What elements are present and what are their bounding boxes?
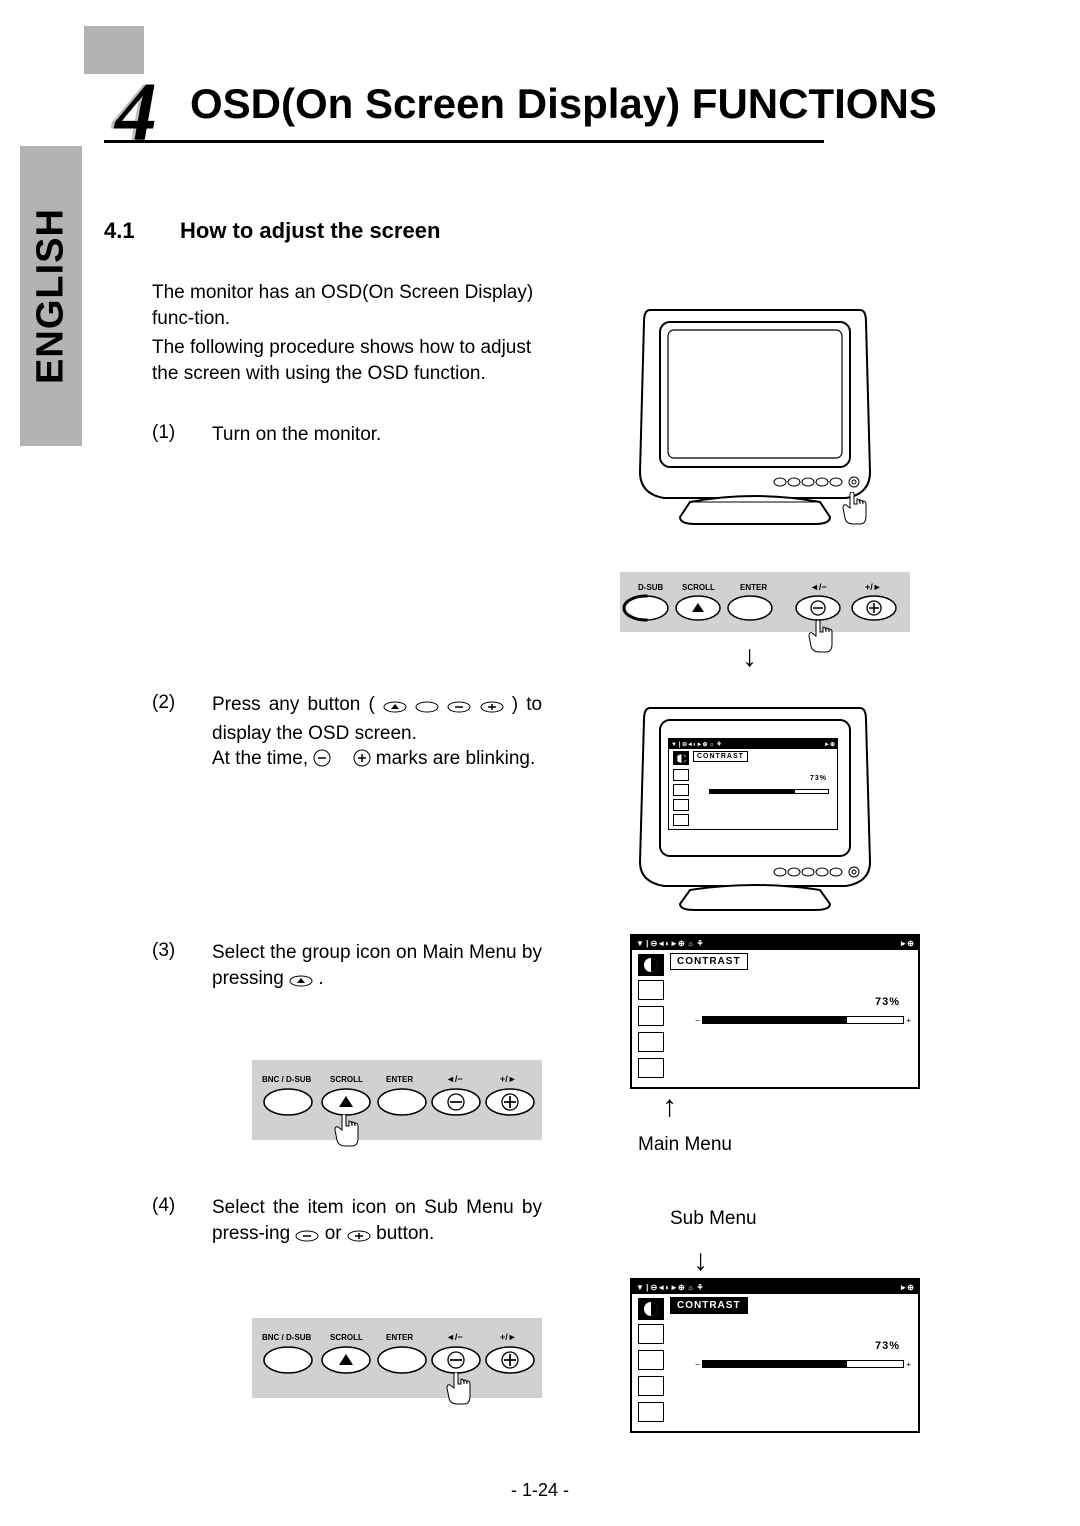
osd-percent: 73% [810, 775, 827, 782]
svg-text:SCROLL: SCROLL [330, 1333, 363, 1342]
intro-paragraph-2: The following procedure shows how to adj… [152, 335, 542, 386]
section-title: How to adjust the screen [180, 218, 440, 244]
svg-text:+/►: +/► [500, 1332, 517, 1342]
osd-label: CONTRAST [693, 751, 748, 762]
intro-paragraph-1: The monitor has an OSD(On Screen Display… [152, 280, 542, 331]
svg-text:SCROLL: SCROLL [682, 583, 715, 592]
svg-text:BNC / D-SUB: BNC / D-SUB [262, 1075, 312, 1084]
osd-top-right: ►⊕ [824, 741, 835, 748]
plus-button-icon [480, 695, 504, 721]
scroll-button-icon [383, 695, 407, 721]
language-label: ENGLISH [30, 208, 73, 384]
osd-slider: −+ [702, 1016, 904, 1024]
button-row-panel-1: D-SUB SCROLL ENTER ◄/− +/► [620, 572, 910, 632]
osd-percent: 73% [875, 1340, 900, 1352]
up-arrow-icon: ↑ [662, 1090, 677, 1124]
minus-button-icon [295, 1224, 319, 1250]
hand-pointer-icon [332, 1114, 360, 1148]
step-1-text: Turn on the monitor. [212, 422, 542, 448]
svg-text:SCROLL: SCROLL [330, 1075, 363, 1084]
chapter-title: OSD(On Screen Display) FUNCTIONS [190, 80, 937, 128]
step-4-text: Select the item icon on Sub Menu by pres… [212, 1195, 542, 1249]
contrast-icon [638, 1298, 664, 1320]
osd-percent: 73% [875, 996, 900, 1008]
osd-label: CONTRAST [670, 1297, 748, 1314]
step-4-c: button. [376, 1223, 434, 1244]
step-2-d: marks are blinking. [376, 748, 535, 769]
down-arrow-icon: ↓ [742, 640, 757, 674]
hand-pointer-icon [444, 1372, 472, 1406]
section-number: 4.1 [104, 218, 135, 244]
osd-top-left: ▼ | ⊖◄◐►⊕ ☼ ⚘ [671, 741, 722, 748]
plus-button-icon [347, 1224, 371, 1250]
osd-top-left: ▼ | ⊖◄◐►⊕ ☼ ⚘ [636, 939, 704, 948]
hand-pointer-icon [840, 492, 868, 531]
osd-panel-sub-menu: ▼ | ⊖◄◐►⊕ ☼ ⚘ ►⊕ CONTRAST 73% −+ [630, 1278, 920, 1433]
step-4-b: or [325, 1223, 347, 1244]
osd-label: CONTRAST [670, 953, 748, 970]
chapter-rule [104, 140, 824, 143]
svg-text:BNC / D-SUB: BNC / D-SUB [262, 1333, 312, 1342]
svg-text:◄/−: ◄/− [810, 582, 827, 592]
page-number: - 1-24 - [0, 1480, 1080, 1501]
svg-text:ENTER: ENTER [386, 1075, 413, 1084]
step-3-text: Select the group icon on Main Menu by pr… [212, 940, 542, 994]
osd-slider [709, 789, 829, 794]
osd-side-icons [638, 1324, 664, 1422]
plus-circle-icon [353, 749, 371, 775]
minus-button-icon [447, 695, 471, 721]
svg-text:ENTER: ENTER [740, 583, 767, 592]
step-3-b: . [318, 968, 323, 989]
osd-slider: −+ [702, 1360, 904, 1368]
step-2-a: Press any button ( [212, 694, 383, 715]
monitor-illustration-2: ▼ | ⊖◄◐►⊕ ☼ ⚘ ►⊕ CONTRAST 73% [630, 702, 880, 930]
sub-menu-caption: Sub Menu [670, 1208, 757, 1230]
contrast-icon [673, 751, 689, 765]
svg-text:◄/−: ◄/− [446, 1074, 463, 1084]
osd-panel-small: ▼ | ⊖◄◐►⊕ ☼ ⚘ ►⊕ CONTRAST 73% [668, 738, 838, 830]
down-arrow-icon: ↓ [693, 1244, 708, 1278]
step-1-number: (1) [152, 422, 175, 444]
chapter-number: 4 [115, 64, 157, 161]
svg-text:ENTER: ENTER [386, 1333, 413, 1342]
dsub-label: D-SUB [638, 583, 664, 592]
osd-top-right: ►⊕ [899, 939, 914, 948]
step-4-number: (4) [152, 1195, 175, 1217]
svg-text:◄/−: ◄/− [446, 1332, 463, 1342]
osd-side-icons [673, 769, 689, 826]
button-row-panel-2: BNC / D-SUB SCROLL ENTER ◄/− +/► [252, 1060, 542, 1140]
monitor-illustration-1 [630, 302, 880, 547]
button-row-panel-3: BNC / D-SUB SCROLL ENTER ◄/− +/► [252, 1318, 542, 1398]
svg-text:+/►: +/► [865, 582, 882, 592]
step-2-text: Press any button ( ) to display the OSD … [212, 692, 542, 775]
svg-text:+/►: +/► [500, 1074, 517, 1084]
language-sidebar: ENGLISH [20, 146, 82, 446]
osd-top-left: ▼ | ⊖◄◐►⊕ ☼ ⚘ [636, 1283, 704, 1292]
step-2-c: At the time, [212, 748, 313, 769]
step-3-number: (3) [152, 940, 175, 962]
step-2-number: (2) [152, 692, 175, 714]
scroll-button-icon [289, 969, 313, 995]
osd-side-icons [638, 980, 664, 1078]
osd-panel-main-menu: ▼ | ⊖◄◐►⊕ ☼ ⚘ ►⊕ CONTRAST 73% −+ [630, 934, 920, 1089]
step-3-a: Select the group icon on Main Menu by pr… [212, 942, 542, 989]
enter-button-icon [415, 695, 439, 721]
contrast-icon [638, 954, 664, 976]
osd-top-right: ►⊕ [899, 1283, 914, 1292]
minus-circle-icon [313, 749, 331, 775]
hand-pointer-icon [806, 620, 834, 654]
main-menu-caption: Main Menu [638, 1134, 732, 1156]
